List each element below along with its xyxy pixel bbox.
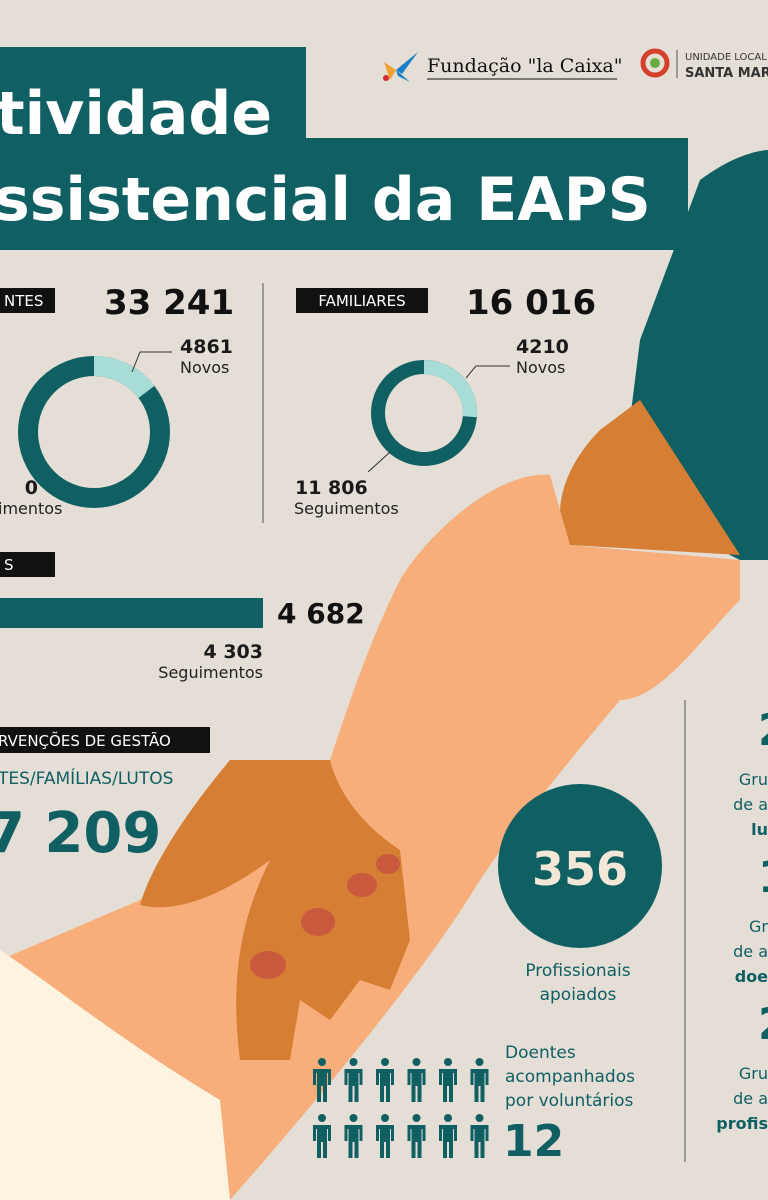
group-label: lu (751, 820, 768, 839)
section-label: FAMILIARES (318, 292, 405, 310)
title: ssistencial da EAPS (0, 165, 651, 235)
new-count: 4210 (516, 336, 569, 358)
person-icon (439, 1058, 457, 1102)
value: 12 (503, 1116, 564, 1167)
value: 356 (532, 842, 628, 896)
donut-new (93, 356, 155, 399)
hands-illustration (0, 150, 768, 1200)
section-label: NTES (4, 292, 43, 310)
group-label: profis (716, 1114, 768, 1133)
value: 7 209 (0, 801, 161, 866)
person-icon (376, 1114, 394, 1158)
person-icon (470, 1114, 489, 1158)
section-label: RVENÇÕES DE GESTÃO (0, 731, 171, 750)
subtitle: TES/FAMÍLIAS/LUTOS (0, 767, 173, 789)
logo-icon (383, 52, 418, 82)
bar (0, 598, 263, 628)
person-icon (407, 1058, 426, 1102)
new-label: Novos (180, 358, 229, 377)
person-icon (313, 1058, 331, 1102)
person-icon (407, 1114, 426, 1158)
person-icon (376, 1058, 394, 1102)
person-icon (439, 1114, 457, 1158)
donut-new (423, 360, 477, 418)
group-label: de a (733, 1089, 768, 1108)
group-label: de a (733, 795, 768, 814)
label: Profissionais (525, 961, 630, 981)
total: 16 016 (466, 283, 596, 323)
title-box (0, 47, 306, 139)
person-icon (344, 1058, 363, 1102)
title: tividade (0, 79, 272, 149)
followup-count: 4 303 (204, 641, 264, 663)
person-icon (313, 1114, 331, 1158)
followup-label: Seguimentos (294, 499, 399, 518)
new-count: 4861 (180, 336, 233, 358)
group-label: de a (733, 942, 768, 961)
followup-label: imentos (0, 499, 62, 518)
total: 4 682 (277, 597, 365, 630)
label: por voluntários (505, 1091, 634, 1111)
logo-text: SANTA MAR (685, 66, 768, 81)
label: apoiados (540, 985, 617, 1005)
logo-text: Fundação "la Caixa" (427, 55, 623, 77)
title-box (0, 138, 688, 250)
logo-text: UNIDADE LOCAL (685, 52, 767, 63)
followup-label: Seguimentos (158, 663, 263, 682)
section-label: S (4, 556, 14, 574)
followup-count: 0 (25, 477, 38, 499)
person-icon (344, 1114, 363, 1158)
total: 33 241 (104, 283, 234, 323)
group-label: Gru (739, 770, 768, 789)
group-label: doe (735, 967, 768, 986)
group-label: Gr (749, 917, 768, 936)
group-value: 2 (758, 999, 768, 1050)
person-icon (470, 1058, 489, 1102)
group-label: Gru (739, 1064, 768, 1083)
group-value: 1 (758, 852, 768, 903)
label: Doentes (505, 1043, 576, 1063)
followup-count: 11 806 (295, 477, 368, 499)
label: acompanhados (505, 1067, 635, 1087)
group-value: 2 (758, 705, 768, 756)
new-label: Novos (516, 358, 565, 377)
